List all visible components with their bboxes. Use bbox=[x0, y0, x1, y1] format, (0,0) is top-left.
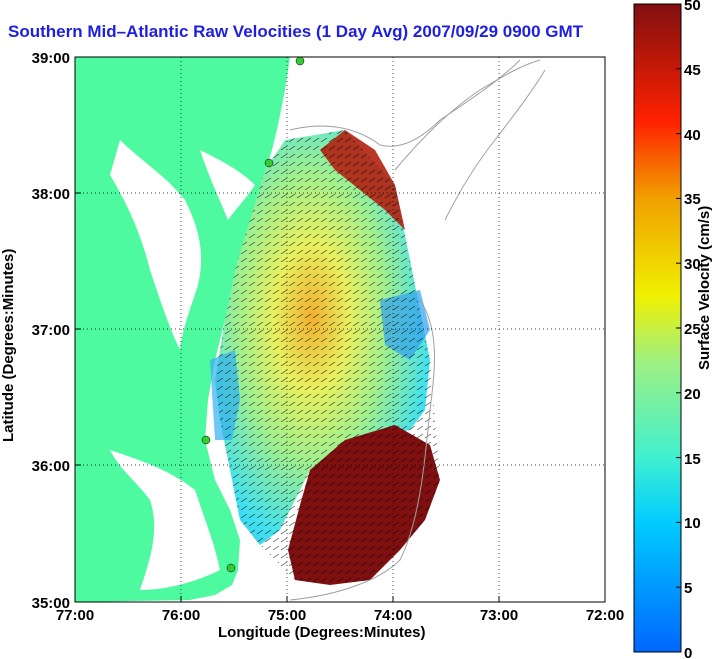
x-tick-label: 73:00 bbox=[480, 607, 518, 624]
colorbar-tick-label: 0 bbox=[684, 645, 692, 659]
y-tick-label: 39:00 bbox=[32, 50, 70, 67]
y-tick-label: 38:00 bbox=[32, 186, 70, 203]
bathymetry-contour-3 bbox=[394, 59, 541, 171]
station-marker bbox=[201, 435, 211, 445]
y-tick-label: 37:00 bbox=[32, 322, 70, 339]
velocity-vectors bbox=[215, 130, 440, 585]
y-axis-label: Latitude (Degrees:Minutes) bbox=[0, 248, 17, 442]
colorbar-tick-label: 10 bbox=[684, 515, 701, 532]
y-tick-label: 35:00 bbox=[32, 595, 70, 612]
grid-lines bbox=[75, 57, 605, 602]
colorbar-tick-label: 45 bbox=[684, 62, 701, 79]
bathymetry-contour bbox=[289, 59, 521, 147]
colorbar-tick-label: 40 bbox=[684, 127, 701, 144]
station-marker bbox=[295, 56, 305, 66]
bathymetry-contour-4 bbox=[444, 69, 546, 221]
station-marker bbox=[226, 563, 236, 573]
x-tick-label: 74:00 bbox=[374, 607, 412, 624]
colorbar-tick-label: 15 bbox=[684, 451, 701, 468]
x-tick-label: 77:00 bbox=[56, 607, 94, 624]
colorbar-tick-label: 35 bbox=[684, 191, 701, 208]
x-axis-label: Longitude (Degrees:Minutes) bbox=[218, 624, 426, 641]
y-tick-label: 36:00 bbox=[32, 458, 70, 475]
x-tick-label: 72:00 bbox=[586, 607, 624, 624]
colorbar-tick-label: 30 bbox=[684, 256, 701, 273]
colorbar-tick-label: 25 bbox=[684, 321, 701, 338]
colorbar bbox=[633, 3, 682, 653]
delaware-bay bbox=[200, 150, 255, 220]
colorbar-tick-label: 50 bbox=[684, 0, 701, 14]
colorbar-tick-label: 5 bbox=[684, 580, 692, 597]
station-marker bbox=[264, 158, 274, 168]
chesapeake-bay bbox=[110, 140, 202, 350]
colorbar-label: Surface Velocity (cm/s) bbox=[696, 205, 713, 370]
x-tick-label: 76:00 bbox=[162, 607, 200, 624]
x-tick-label: 75:00 bbox=[268, 607, 306, 624]
pamlico-sound bbox=[110, 450, 220, 590]
map-title: Southern Mid–Atlantic Raw Velocities (1 … bbox=[8, 22, 584, 41]
colorbar-ticks bbox=[676, 3, 681, 653]
axis-ticks bbox=[74, 56, 606, 603]
colorbar-tick-label: 20 bbox=[684, 386, 701, 403]
bathymetry-contour-2 bbox=[289, 299, 435, 601]
